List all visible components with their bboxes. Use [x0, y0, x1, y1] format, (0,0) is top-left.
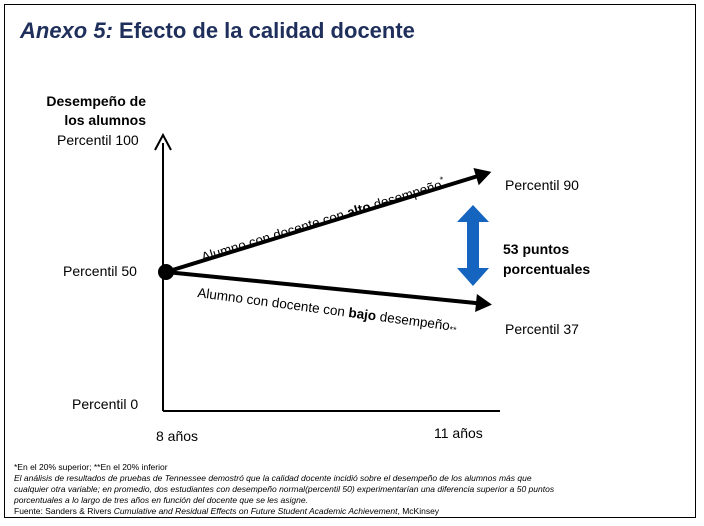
low-performance-arrowhead	[475, 294, 492, 312]
gap-label-line1: 53 puntos	[503, 241, 570, 257]
high-line-label: Alumno con docente con alto desempeño*	[199, 174, 448, 265]
gap-label-line2: porcentuales	[503, 261, 591, 277]
x-tick-11-anos: 11 años	[434, 425, 483, 441]
footnote-source: Fuente: Sanders & Rivers Cumulative and …	[14, 506, 694, 517]
high-line-label-pre: Alumno con docente con	[199, 206, 349, 265]
low-line-label-pre: Alumno con docente con	[197, 285, 350, 320]
end-label-high: Percentil 90	[505, 177, 579, 193]
source-title: Cumulative and Residual Effects on Futur…	[113, 506, 398, 516]
slide-frame	[4, 4, 696, 518]
start-point-dot	[158, 264, 174, 280]
y-tick-percentil-50: Percentil 50	[63, 263, 137, 279]
gap-label: 53 puntos porcentuales	[503, 239, 590, 279]
title-text: Efecto de la calidad docente	[119, 18, 415, 43]
footnote-analysis-1: El análisis de resultados de pruebas de …	[14, 473, 532, 483]
y-axis-arrowhead	[154, 132, 172, 151]
footnote-legend: *En el 20% superior; **En el 20% inferio…	[14, 462, 168, 472]
high-line-label-mark: *	[439, 174, 446, 185]
footnotes: *En el 20% superior; **En el 20% inferio…	[14, 462, 694, 517]
source-suffix: , McKinsey	[397, 506, 440, 516]
y-tick-percentil-100: Percentil 100	[57, 132, 139, 148]
footnote-analysis-2: cualquier otra variable; en promedio, do…	[14, 484, 555, 494]
source-prefix: Fuente: Sanders & Rivers	[14, 506, 114, 516]
low-performance-arrow	[165, 270, 479, 306]
gap-double-arrow	[457, 205, 489, 286]
slide-title: Anexo 5: Efecto de la calidad docente	[20, 18, 415, 44]
y-tick-percentil-0: Percentil 0	[72, 396, 139, 412]
low-line-label-mark: **	[449, 324, 458, 335]
y-axis-title-line2: los alumnos	[64, 112, 146, 128]
high-line-label-post: desempeño	[368, 177, 443, 213]
high-line-label-bold: alto	[345, 199, 372, 220]
x-tick-8-anos: 8 años	[156, 428, 199, 444]
low-line-label: Alumno con docente con bajo desempeño**	[196, 285, 458, 335]
low-line-label-bold: bajo	[348, 305, 377, 323]
footnote-analysis-3: porcentuales a lo largo de tres años en …	[14, 495, 308, 505]
title-prefix: Anexo 5:	[20, 18, 113, 43]
y-axis-title: Desempeño de los alumnos	[34, 92, 146, 130]
end-label-low: Percentil 37	[505, 321, 579, 337]
y-axis-title-line1: Desempeño de	[46, 93, 146, 109]
low-line-label-post: desempeño	[375, 309, 451, 334]
high-performance-arrow	[165, 174, 479, 274]
high-performance-arrowhead	[473, 167, 492, 186]
